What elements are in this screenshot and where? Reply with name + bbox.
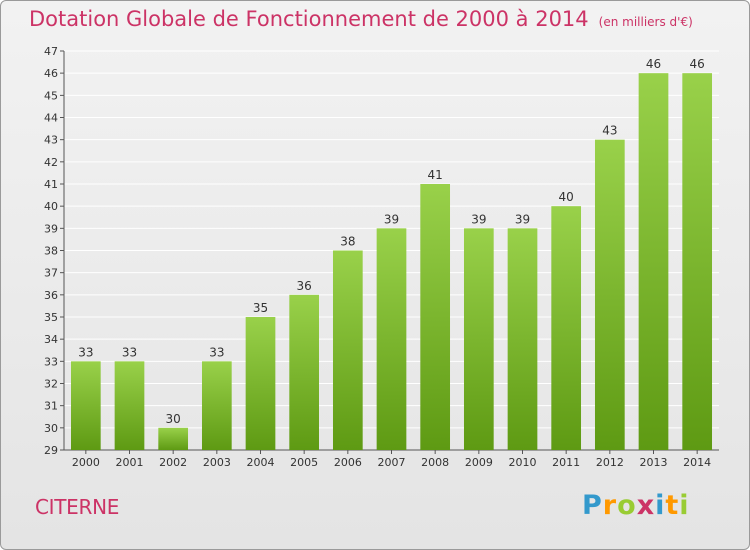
data-label: 39 [384,212,399,226]
y-tick-label: 35 [44,311,58,324]
x-tick-label: 2009 [465,456,493,469]
x-tick-label: 2014 [683,456,711,469]
bar [114,361,145,450]
bar [463,228,494,450]
y-tick-label: 45 [44,89,58,102]
data-label: 33 [78,345,93,359]
y-tick-label: 31 [44,400,58,413]
data-label: 35 [253,301,268,315]
x-tick-label: 2007 [378,456,406,469]
y-tick-label: 32 [44,378,58,391]
y-tick-label: 29 [44,444,58,457]
data-label: 33 [122,345,137,359]
y-tick-label: 44 [44,112,58,125]
logo-letter: i [655,490,666,521]
x-tick-label: 2003 [203,456,231,469]
x-tick-label: 2000 [72,456,100,469]
data-label: 39 [515,212,530,226]
data-label: 46 [646,57,661,71]
bar [158,427,189,450]
x-tick-label: 2002 [159,456,187,469]
logo-letter: o [617,490,637,521]
bar [376,228,407,450]
bar [332,250,363,450]
data-label: 36 [297,279,312,293]
bar [507,228,538,450]
bar [70,361,101,450]
data-label: 38 [340,235,355,249]
x-tick-label: 2010 [509,456,537,469]
bar [551,206,582,450]
y-tick-label: 36 [44,289,58,302]
logo-letter: P [582,490,603,521]
x-tick-label: 2001 [116,456,144,469]
x-tick-label: 2005 [290,456,318,469]
logo-letter: x [636,490,656,521]
bar [420,184,451,450]
data-label: 41 [428,168,443,182]
x-tick-label: 2012 [596,456,624,469]
chart-title: Dotation Globale de Fonctionnement de 20… [29,7,693,31]
y-tick-label: 43 [44,134,58,147]
data-label: 43 [602,124,617,138]
data-label: 40 [559,190,574,204]
x-tick-label: 2004 [247,456,275,469]
commune-name: CITERNE [35,495,120,519]
bar [245,317,276,450]
x-tick-label: 2008 [421,456,449,469]
x-tick-label: 2006 [334,456,362,469]
proxiti-logo: Proxiti [582,490,690,521]
y-tick-label: 41 [44,178,58,191]
logo-letter: t [665,490,680,521]
y-tick-label: 30 [44,422,58,435]
y-tick-label: 37 [44,267,58,280]
x-tick-label: 2011 [552,456,580,469]
y-tick-label: 34 [44,333,58,346]
y-tick-label: 47 [44,45,58,58]
data-label: 33 [209,345,224,359]
logo-letter: i [679,490,690,521]
y-tick-label: 46 [44,67,58,80]
bar [638,73,669,451]
data-label: 46 [690,57,705,71]
bar [289,294,320,450]
bar [201,361,232,450]
y-tick-label: 38 [44,245,58,258]
y-tick-label: 33 [44,355,58,368]
logo-letter: r [602,490,618,521]
bar [594,139,625,450]
y-tick-label: 40 [44,200,58,213]
x-tick-label: 2013 [640,456,668,469]
data-label: 39 [471,212,486,226]
y-tick-label: 39 [44,222,58,235]
bar [682,73,713,451]
y-tick-label: 42 [44,156,58,169]
chart-subtitle: (en milliers d'€) [598,15,693,29]
data-label: 30 [166,412,181,426]
